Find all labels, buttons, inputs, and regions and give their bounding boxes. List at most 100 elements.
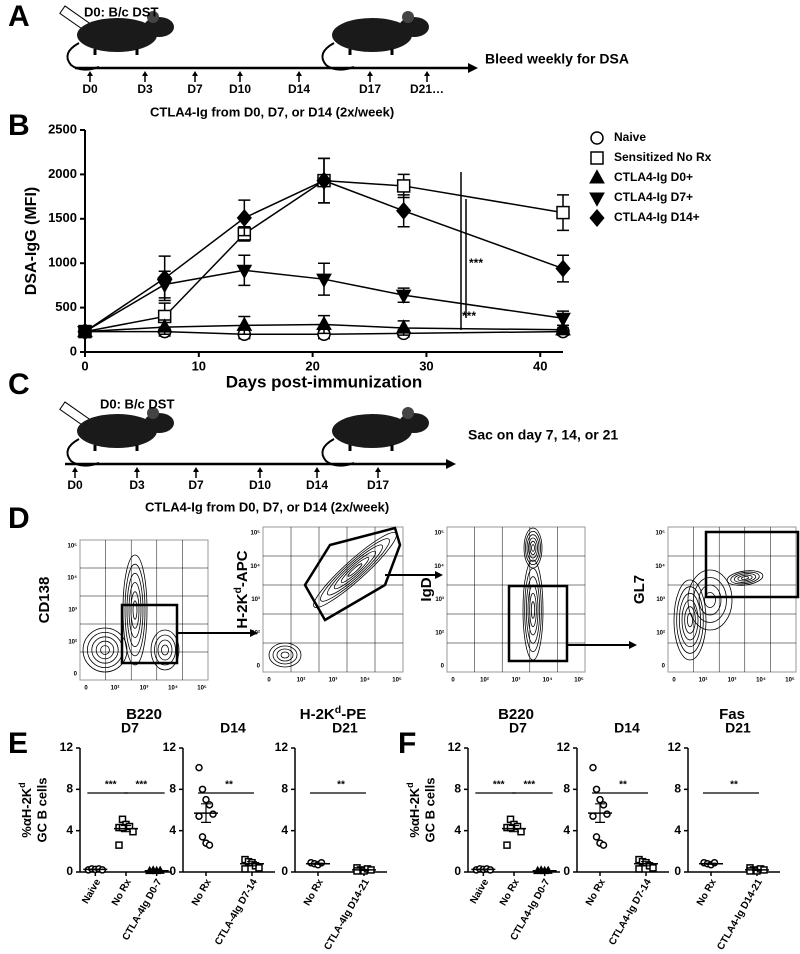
flow-x-label-text: B220 (498, 706, 534, 723)
flow-tick-label: 0 (267, 678, 271, 684)
contour (150, 629, 180, 671)
y-tick-label: 12 (275, 740, 289, 754)
mouse-ear (147, 407, 159, 419)
x-tick-label: 20 (305, 358, 319, 373)
flow-y-label-text: CD138 (36, 577, 53, 624)
contour (326, 544, 384, 596)
day-label: D0 (82, 82, 98, 96)
y-axis-title-line2: GC B cells (34, 777, 49, 842)
contour (124, 563, 146, 657)
gate-arrowhead (435, 571, 443, 579)
y-axis-title: DSA-IgG (MFI) (23, 187, 40, 295)
x-tick-label: 10 (192, 358, 206, 373)
significance-label: ** (225, 780, 233, 791)
x-tick-label: CTLA4-Ig D7-14 (607, 877, 654, 947)
y-tick-label: 500 (55, 299, 77, 314)
flow-y-label-suffix: -APC (234, 550, 251, 587)
legend-marker (589, 169, 605, 184)
mouse-legs (93, 445, 139, 451)
sem-bar (247, 861, 257, 867)
contour (526, 534, 540, 562)
legend-marker (590, 131, 604, 145)
contour (272, 645, 298, 665)
day-arrowhead (296, 71, 302, 76)
timeline-arrowhead (446, 459, 456, 469)
treatment-label: CTLA4-Ig from D0, D7, or D14 (2x/week) (150, 104, 394, 119)
contour (280, 651, 290, 659)
data-point (236, 208, 252, 227)
mouse-ear (402, 11, 414, 23)
contour (130, 591, 140, 629)
mouse-tail (321, 42, 355, 71)
x-tick-label: No Rx (584, 877, 608, 908)
panel-label: D (8, 502, 30, 535)
series-line (84, 323, 564, 333)
flow-tick-label: 10⁴ (543, 678, 553, 684)
data-point (592, 833, 601, 841)
flow-tick-label: 10³ (435, 596, 444, 603)
contour (126, 572, 144, 648)
significance-label: ** (337, 780, 345, 791)
day-label: D14 (288, 82, 310, 96)
contour (531, 544, 535, 552)
flow-tick-label: 10⁴ (250, 564, 260, 570)
series-line (84, 269, 564, 333)
day-arrowhead (424, 71, 430, 76)
contour (704, 592, 716, 608)
contour (684, 606, 696, 634)
mouse-legs (348, 49, 394, 55)
day-label: D21… (410, 82, 444, 96)
data-point (156, 318, 173, 333)
gate-arrowhead (629, 641, 637, 649)
data-point (241, 865, 249, 873)
contour (347, 563, 363, 577)
flow-x-label: H-2Kd-PE (300, 704, 366, 723)
y-tick-label: 8 (674, 782, 681, 796)
mouse-tail (66, 42, 100, 71)
mouse-body (332, 18, 412, 52)
y-tick-label: 4 (169, 823, 176, 837)
legend-marker (589, 209, 605, 227)
data-point (503, 841, 511, 849)
data-point (255, 864, 263, 872)
mouse-legs (93, 49, 139, 55)
mouse-legs (348, 445, 394, 451)
legend-label: CTLA4-Ig D7+ (614, 190, 693, 204)
contour (528, 537, 538, 559)
y-tick-label: 0 (563, 864, 570, 878)
data-point (316, 273, 332, 288)
contour (161, 644, 169, 656)
legend-label: Sensitized No Rx (614, 150, 712, 164)
chart-title: D21 (332, 720, 358, 736)
data-point (555, 312, 571, 328)
flow-tick-label: 10² (480, 677, 489, 684)
y-axis-title-sup: d (17, 782, 27, 788)
flow-tick-label: 10⁴ (434, 564, 444, 570)
contour (340, 557, 370, 583)
chart-title: D14 (220, 720, 246, 736)
data-point (395, 289, 412, 304)
flow-tick-label: 10⁵ (785, 678, 795, 684)
day-label: D7 (187, 82, 203, 96)
contour (529, 540, 537, 556)
sem-bar (478, 868, 489, 871)
flow-tick-label: 10³ (329, 677, 338, 684)
flow-tick-label: 0 (672, 678, 676, 684)
flow-tick-label: 0 (441, 664, 445, 670)
flow-tick-label: 10² (68, 639, 77, 646)
contour (673, 579, 707, 661)
flow-x-label: Fas (719, 706, 745, 723)
day-arrowhead (193, 467, 199, 472)
y-tick-label: 12 (557, 740, 571, 754)
day-label: D3 (129, 478, 145, 492)
significance-label: *** (469, 256, 483, 270)
data-point (555, 259, 571, 278)
legend-label: CTLA4-Ig D14+ (614, 210, 700, 224)
contour (128, 582, 142, 638)
x-axis-title: Days post-immunization (226, 372, 422, 391)
flow-tick-label: 10² (297, 677, 306, 684)
flow-tick-label: 10³ (656, 596, 665, 603)
series-line (84, 179, 564, 333)
data-point (316, 171, 332, 190)
